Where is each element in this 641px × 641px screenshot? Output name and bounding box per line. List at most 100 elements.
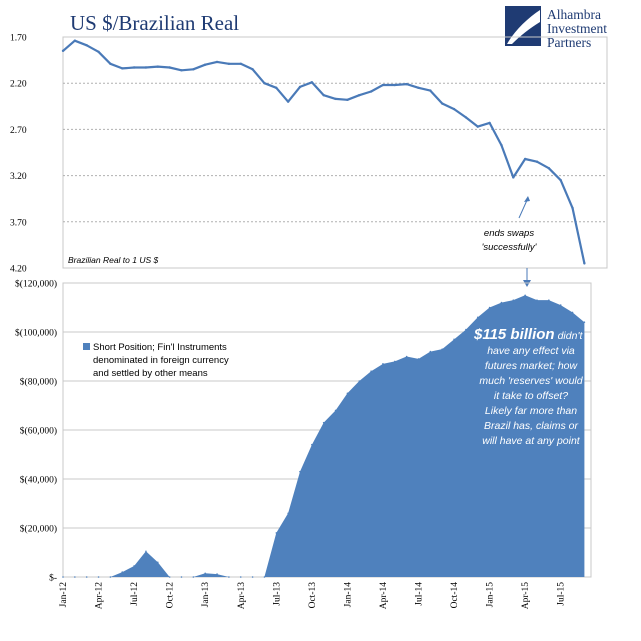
area-point xyxy=(559,304,562,306)
logo-line-2: Investment xyxy=(547,21,607,36)
logo: Alhambra Investment Partners xyxy=(505,6,607,50)
fx-point xyxy=(464,116,468,119)
area-point xyxy=(405,355,408,358)
x-tick-label: Apr-12 xyxy=(95,582,105,609)
logo-swoosh xyxy=(507,10,540,44)
fx-point xyxy=(417,86,420,90)
top-y-tick-label: 2.70 xyxy=(10,126,27,136)
fx-point xyxy=(500,143,503,147)
short-position-area-panel: $- $(20,000) $(40,000) $(60,000) $(80,000) $(… xyxy=(15,279,592,610)
x-tick-label: Jan-15 xyxy=(486,582,496,608)
swap-annotation-line-2: 'successfully' xyxy=(482,242,538,253)
legend: Short Position; Fin'l Instruments denomi… xyxy=(83,342,229,379)
area-point xyxy=(548,299,550,301)
area-point xyxy=(145,550,147,553)
fx-point xyxy=(239,62,242,65)
area-annotation-line-6: Likely far more than xyxy=(485,405,577,417)
area-annotation-rest: didn't xyxy=(558,330,584,342)
x-tick-label: Jul-14 xyxy=(415,582,425,606)
area-point xyxy=(62,576,64,578)
area-annotation-bold: $115 billion xyxy=(473,326,555,343)
fx-point xyxy=(204,63,207,66)
x-tick-label: Oct-12 xyxy=(166,582,176,609)
area-point xyxy=(394,360,396,363)
logo-line-3: Partners xyxy=(547,35,591,50)
fx-point xyxy=(180,69,183,72)
legend-line-1: Short Position; Fin'l Instruments xyxy=(93,342,227,353)
fx-point xyxy=(369,90,373,93)
area-point xyxy=(97,576,100,578)
area-point xyxy=(133,565,135,567)
area-point xyxy=(228,576,230,578)
fx-point xyxy=(559,179,562,182)
area-point xyxy=(571,311,574,314)
x-tick-label: Apr-13 xyxy=(237,582,247,609)
bottom-y-tick-label: $(40,000) xyxy=(20,475,57,486)
area-point xyxy=(512,299,515,301)
area-point xyxy=(465,328,467,331)
area-point xyxy=(263,576,266,578)
x-tick-label: Apr-14 xyxy=(379,582,389,609)
top-y-tick-label: 3.70 xyxy=(10,218,27,228)
bottom-y-tick-label: $- xyxy=(49,573,57,584)
area-point xyxy=(429,350,432,353)
area-point xyxy=(192,576,195,578)
fx-point xyxy=(405,82,408,86)
top-gridlines xyxy=(63,82,607,223)
fx-point xyxy=(381,83,385,87)
area-annotation-line-7: Brazil has, claims or xyxy=(484,420,578,432)
fx-point xyxy=(535,160,539,163)
legend-line-3: and settled by other means xyxy=(93,368,208,379)
area-point xyxy=(74,576,76,578)
x-tick-label: Jan-13 xyxy=(201,582,211,608)
area-point xyxy=(239,576,242,578)
legend-swatch xyxy=(83,343,90,350)
area-point xyxy=(109,576,112,578)
chart-title: US $/Brazilian Real xyxy=(70,11,239,35)
fx-point xyxy=(132,66,136,69)
y-axis-note: Brazilian Real to 1 US $ xyxy=(68,255,159,265)
area-point xyxy=(583,321,586,324)
fx-point xyxy=(73,39,77,42)
bottom-y-tick-label: $(80,000) xyxy=(20,377,57,388)
area-point xyxy=(334,409,337,412)
area-point xyxy=(157,561,159,564)
bottom-y-tick-labels: $- $(20,000) $(40,000) $(60,000) $(80,000) $(… xyxy=(15,279,57,584)
top-y-tick-label: 3.20 xyxy=(10,172,27,182)
fx-point xyxy=(571,206,574,210)
fx-line-panel: 1.70 2.20 2.70 3.20 3.70 4.20 Brazilian Real … xyxy=(10,34,608,287)
swap-annotation-line-1: ends swaps xyxy=(484,228,534,239)
fx-point xyxy=(61,49,65,53)
fx-point xyxy=(523,157,527,161)
area-point xyxy=(370,370,372,373)
fx-point xyxy=(251,68,254,71)
area-data-points xyxy=(62,294,586,578)
area-point xyxy=(524,294,526,297)
x-tick-label: Oct-14 xyxy=(450,582,460,609)
fx-point xyxy=(192,68,195,71)
fx-point xyxy=(286,100,290,103)
area-point xyxy=(382,363,384,365)
x-tick-label: Jul-15 xyxy=(557,582,567,606)
fx-point xyxy=(476,125,479,128)
fx-point xyxy=(547,167,551,170)
x-tick-label: Jul-13 xyxy=(272,582,282,606)
top-y-tick-label: 4.20 xyxy=(10,265,27,275)
area-point xyxy=(287,512,289,515)
x-tick-label: Jan-12 xyxy=(59,582,69,608)
fx-point xyxy=(298,85,302,89)
area-point xyxy=(299,470,301,473)
bottom-y-tick-label: $(60,000) xyxy=(20,426,57,437)
area-point xyxy=(417,358,420,360)
series-area-short-position xyxy=(63,295,585,577)
fx-point xyxy=(429,89,432,92)
swap-annotation-arrowhead xyxy=(524,196,530,202)
area-annotation-line-1: $115 billion didn't xyxy=(473,326,583,343)
area-annotation-line-3: futures market; how xyxy=(485,360,579,372)
area-point xyxy=(275,532,278,534)
x-tick-labels: Jan-12 Apr-12 Jul-12 Oct-12 Jan-13 Apr-13 Jul-… xyxy=(59,582,567,610)
area-point xyxy=(85,576,88,578)
area-annotation-line-4: much 'reserves' would xyxy=(479,375,583,387)
area-point xyxy=(488,306,491,309)
